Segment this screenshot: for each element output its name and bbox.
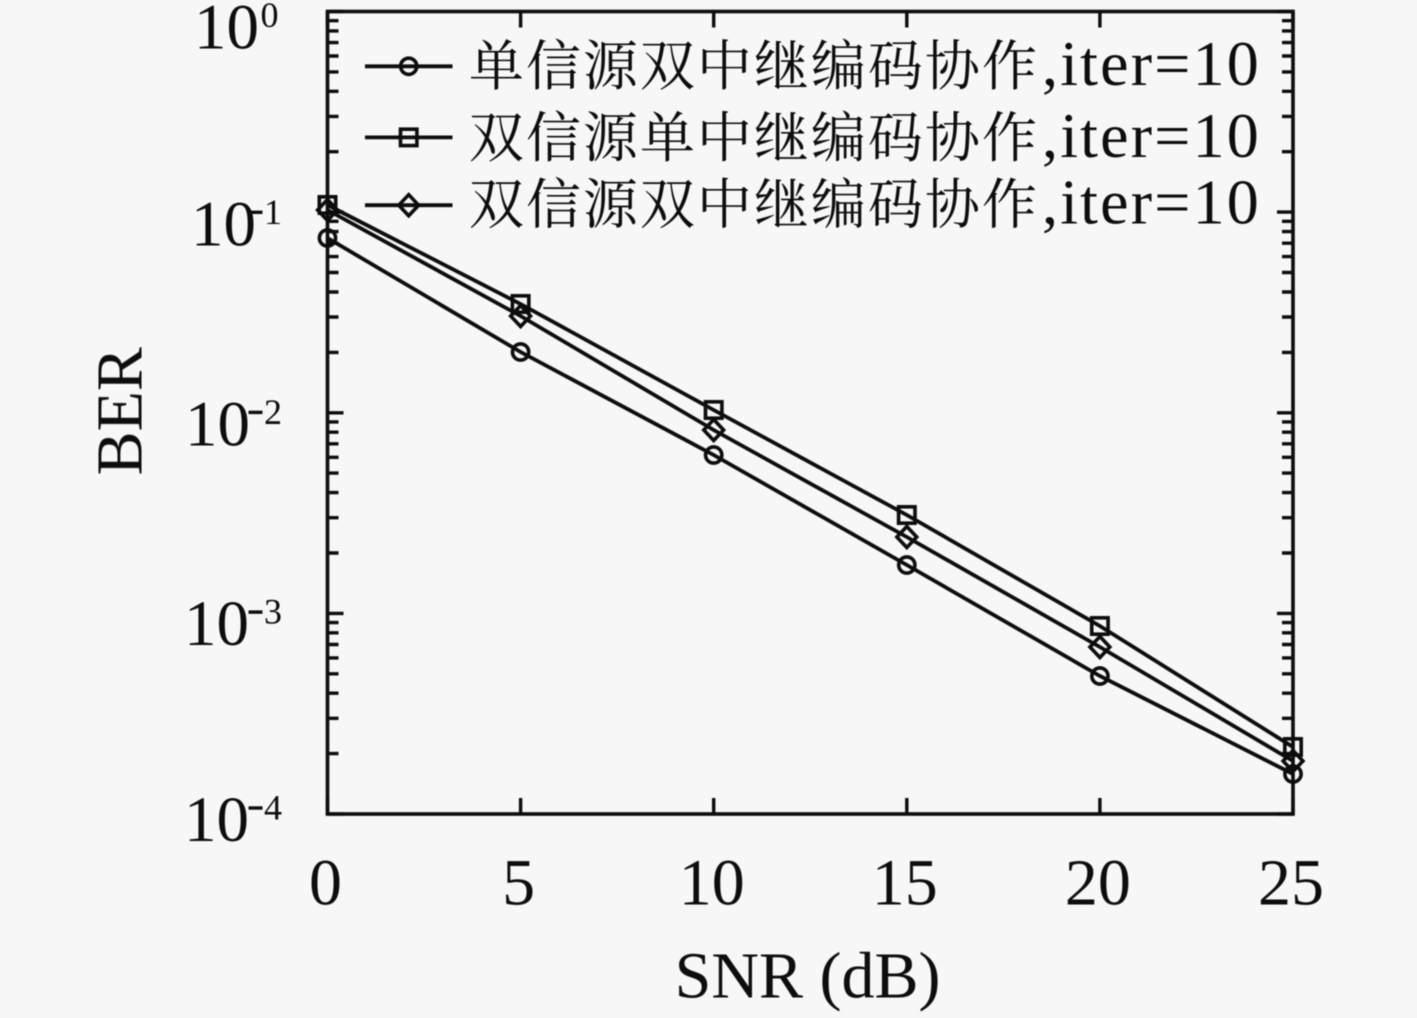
svg-text:15: 15	[872, 847, 938, 920]
svg-text:,iter=10: ,iter=10	[1042, 167, 1261, 238]
svg-text:SNR (dB): SNR (dB)	[675, 940, 941, 1013]
svg-text:5: 5	[502, 847, 535, 920]
svg-text:10: 10	[679, 847, 745, 920]
svg-text:10: 10	[194, 0, 259, 64]
svg-text:10: 10	[185, 388, 250, 460]
svg-text:1: 1	[264, 192, 282, 232]
svg-text:4: 4	[264, 788, 282, 828]
svg-text:20: 20	[1065, 847, 1131, 920]
svg-text:,iter=10: ,iter=10	[1042, 100, 1261, 171]
svg-text:10: 10	[184, 784, 249, 856]
svg-text:0: 0	[309, 847, 342, 920]
svg-text:10: 10	[191, 188, 256, 260]
svg-text:0: 0	[261, 0, 279, 35]
svg-text:,iter=10: ,iter=10	[1042, 28, 1261, 99]
svg-text:3: 3	[264, 592, 282, 632]
svg-text:25: 25	[1258, 847, 1324, 920]
svg-text:BER: BER	[84, 347, 157, 475]
svg-text:2: 2	[264, 392, 282, 432]
svg-text:10: 10	[184, 588, 249, 660]
